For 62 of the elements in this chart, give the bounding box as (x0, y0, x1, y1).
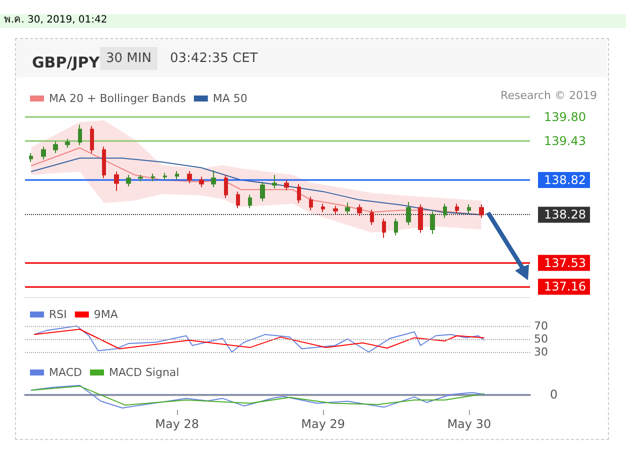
text: พ.ค. 30, 2019, 01:42 (4, 14, 108, 26)
candlestick (382, 218, 386, 238)
ref-line-label: 137.16 (544, 280, 586, 294)
x-tick-label: May 28 (155, 417, 200, 431)
candlestick (455, 203, 459, 214)
candlestick (90, 126, 94, 154)
legend-label: MACD Signal (108, 366, 180, 379)
ref-line-label: 139.80 (544, 110, 586, 124)
candlestick (41, 146, 46, 160)
ref-line-label: 138.28 (544, 208, 586, 222)
text: Research © 2019 (500, 89, 598, 102)
text: 03:42:35 CET (170, 51, 258, 66)
candlestick (297, 183, 301, 204)
y-tick-label: 70 (534, 320, 548, 332)
candlestick (248, 194, 252, 209)
candlestick (224, 174, 228, 198)
candlestick (126, 174, 131, 187)
candlestick (430, 211, 435, 234)
ref-line-label: 0 (550, 388, 558, 402)
candlestick (187, 170, 192, 184)
y-tick-label: 50 (534, 332, 548, 346)
candlestick (467, 204, 471, 214)
candlestick (102, 146, 106, 179)
candlestick (151, 173, 155, 182)
candlestick (65, 138, 70, 148)
candlestick (236, 191, 240, 209)
candlestick (260, 181, 265, 202)
candlestick (163, 172, 167, 180)
candlestick (333, 205, 338, 215)
candlestick (138, 174, 143, 182)
candlestick (394, 218, 398, 236)
ref-line-label: 138.82 (544, 173, 586, 187)
legend-label: 9MA (94, 308, 118, 321)
candlestick (114, 171, 119, 192)
legend-label: RSI (49, 308, 67, 321)
x-tick-label: May 29 (301, 417, 346, 431)
candlestick (309, 196, 313, 211)
candlestick (211, 170, 216, 188)
y-tick-label: 30 (534, 346, 548, 358)
candlestick (418, 204, 423, 234)
ref-line-label: 139.43 (544, 134, 586, 148)
candlestick (357, 204, 362, 216)
legend-label: MA 50 (212, 92, 248, 105)
candlestick (345, 202, 350, 215)
candlestick (284, 180, 289, 191)
candlestick (53, 140, 58, 154)
legend-label: MA 20 + Bollinger Bands (49, 92, 186, 105)
candlestick (78, 124, 82, 146)
chart-subtitle: 30 MIN (106, 51, 152, 66)
ref-line-label: 137.53 (544, 256, 586, 270)
candlestick (370, 209, 374, 226)
legend-label: MACD (49, 366, 82, 379)
candlestick (321, 203, 325, 213)
candlestick (406, 201, 411, 226)
candlestick (175, 170, 179, 180)
candlestick (29, 152, 33, 162)
candlestick (272, 174, 277, 189)
candlestick (199, 176, 204, 188)
x-tick-label: May 30 (447, 417, 492, 431)
candlestick (443, 203, 447, 218)
chart-title: GBP/JPY (32, 54, 101, 72)
candlestick (479, 204, 484, 218)
